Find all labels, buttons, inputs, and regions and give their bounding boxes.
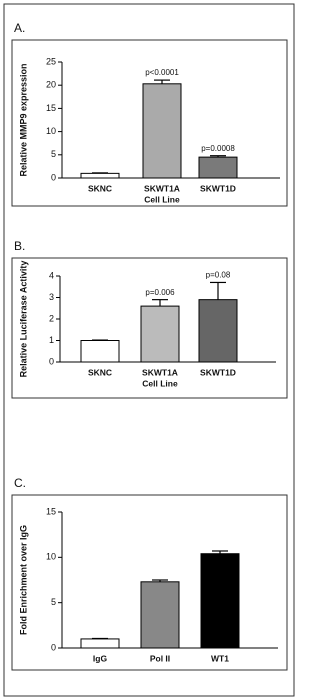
bar	[140, 305, 180, 363]
x-tick-label: SKNC	[88, 367, 112, 377]
y-axis-label: Fold Enrichment over IgG	[18, 525, 28, 635]
bar	[80, 340, 120, 363]
x-tick-label: SKWT1A	[142, 367, 178, 377]
bar	[198, 156, 238, 179]
y-axis-label: Relative Luciferase Activity	[18, 261, 28, 378]
x-tick-label: WT1	[211, 653, 229, 663]
figure: A.Relative MMP9 expression0510152025SKNC…	[3, 3, 295, 697]
y-tick-label: 5	[51, 597, 56, 607]
x-tick-label: SKWT1A	[144, 183, 180, 193]
x-tick-label: IgG	[93, 653, 108, 663]
x-tick-label: SKWT1D	[200, 183, 236, 193]
bar	[80, 638, 120, 649]
bar	[198, 299, 238, 363]
y-tick-label: 15	[46, 506, 56, 516]
bar	[140, 581, 180, 649]
y-tick-label: 3	[49, 292, 54, 302]
y-tick-label: 1	[49, 335, 54, 345]
y-axis-label: Relative MMP9 expression	[18, 63, 28, 176]
x-axis-label: Cell Line	[144, 194, 180, 204]
annotation: p=0.08	[206, 271, 231, 280]
annotation: p=0.006	[145, 288, 175, 297]
bar	[200, 553, 240, 649]
y-tick-label: 5	[51, 149, 56, 159]
x-tick-label: SKNC	[88, 183, 112, 193]
bar	[142, 83, 182, 179]
panel-box	[11, 39, 288, 207]
panel-label: C.	[14, 476, 26, 490]
panel-box	[11, 494, 288, 671]
y-tick-label: 20	[46, 80, 56, 90]
y-tick-label: 10	[46, 552, 56, 562]
y-tick-label: 10	[46, 126, 56, 136]
y-tick-label: 0	[51, 642, 56, 652]
annotation: p=0.0008	[201, 144, 235, 153]
x-axis-label: Cell Line	[142, 378, 178, 388]
y-tick-label: 0	[49, 356, 54, 366]
y-tick-label: 2	[49, 313, 54, 323]
panel-box	[11, 257, 288, 399]
y-tick-label: 0	[51, 172, 56, 182]
y-tick-label: 25	[46, 56, 56, 66]
x-tick-label: SKWT1D	[200, 367, 236, 377]
y-tick-label: 15	[46, 103, 56, 113]
panel-label: B.	[14, 239, 25, 253]
figure-border	[3, 3, 295, 697]
y-tick-label: 4	[49, 270, 54, 280]
annotation: p<0.0001	[145, 68, 179, 77]
x-tick-label: Pol II	[150, 653, 170, 663]
panel-label: A.	[14, 21, 25, 35]
bar	[80, 172, 120, 179]
